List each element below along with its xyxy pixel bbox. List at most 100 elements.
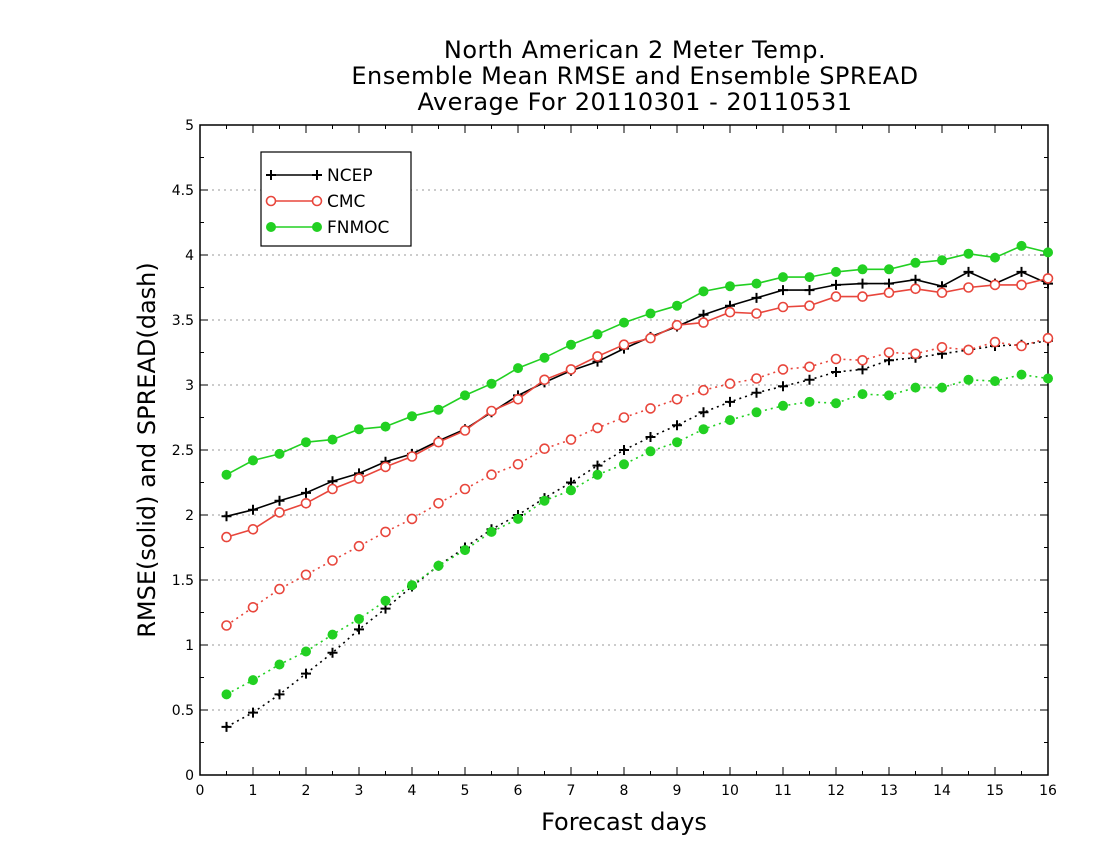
- ncep-rmse-point: [751, 292, 762, 303]
- x-tick-label: 16: [1039, 783, 1057, 799]
- x-tick-label: 4: [408, 783, 417, 799]
- ncep-rmse-point: [804, 285, 815, 296]
- ncep-spread-point: [857, 364, 868, 375]
- fnmoc-spread-point: [354, 614, 364, 624]
- cmc-spread-point: [406, 513, 418, 525]
- x-tick-label: 11: [774, 783, 792, 799]
- fnmoc-rmse-point: [937, 255, 947, 266]
- legend-marker-cmc: [311, 195, 323, 207]
- x-tick-label: 5: [461, 783, 470, 799]
- fnmoc-rmse-point: [963, 248, 974, 259]
- cmc-spread-point: [645, 403, 656, 414]
- cmc-spread-point: [247, 601, 259, 613]
- legend-marker-fnmoc: [266, 222, 276, 232]
- chart-title-line-2: Ensemble Mean RMSE and Ensemble SPREAD: [351, 62, 919, 90]
- fnmoc-spread-point: [327, 629, 338, 640]
- fnmoc-spread-point: [645, 446, 656, 457]
- fnmoc-rmse-point: [1043, 247, 1053, 258]
- fnmoc-spread-point: [831, 398, 841, 409]
- cmc-rmse-point: [724, 306, 736, 318]
- fnmoc-rmse-point: [831, 266, 841, 277]
- chart-title-line-3: Average For 20110301 - 20110531: [417, 88, 853, 116]
- ncep-rmse-point: [248, 504, 258, 515]
- fnmoc-spread-point: [301, 646, 311, 657]
- legend-label-ncep: NCEP: [327, 166, 373, 186]
- x-tick-label: 10: [721, 783, 739, 799]
- fnmoc-spread-point: [725, 415, 735, 426]
- fnmoc-spread-point: [698, 424, 709, 435]
- ncep-rmse-point: [1016, 266, 1027, 277]
- cmc-rmse-point: [327, 483, 338, 495]
- ncep-rmse-line: [226, 271, 1049, 518]
- cmc-spread-point: [671, 393, 683, 405]
- fnmoc-rmse-line: [226, 245, 1049, 476]
- cmc-rmse-point: [698, 317, 709, 328]
- fnmoc-rmse-point: [698, 286, 709, 297]
- legend-marker-cmc: [265, 195, 277, 207]
- cmc-spread-point: [459, 483, 471, 495]
- cmc-rmse-point: [645, 332, 656, 344]
- cmc-rmse-point: [963, 282, 974, 293]
- ncep-rmse-point: [884, 278, 894, 289]
- fnmoc-rmse-point: [380, 421, 391, 432]
- cmc-rmse-point: [857, 291, 868, 302]
- y-tick-label: 4.5: [172, 183, 194, 199]
- ncep-rmse-point: [857, 278, 868, 289]
- cmc-spread-series: [221, 332, 1054, 631]
- fnmoc-rmse-point: [327, 434, 338, 445]
- y-tick-label: 0: [185, 768, 194, 784]
- x-tick-label: 6: [514, 783, 523, 799]
- ncep-spread-point: [248, 707, 258, 718]
- ncep-spread-point: [751, 387, 762, 398]
- cmc-spread-point: [618, 412, 630, 423]
- fnmoc-rmse-point: [354, 424, 364, 435]
- cmc-spread-point: [910, 348, 921, 360]
- fnmoc-spread-point: [1043, 373, 1053, 384]
- x-tick-label: 12: [827, 783, 845, 799]
- fnmoc-spread-point: [539, 495, 550, 506]
- fnmoc-spread-point: [884, 390, 894, 401]
- ncep-spread-point: [672, 420, 682, 431]
- y-tick-label: 1: [185, 638, 194, 654]
- cmc-spread-point: [221, 620, 232, 631]
- y-tick-label: 0.5: [172, 703, 194, 719]
- ncep-spread-point: [831, 367, 841, 377]
- fnmoc-rmse-series: [221, 240, 1053, 480]
- x-tick-label: 3: [355, 783, 364, 799]
- fnmoc-rmse-point: [990, 252, 1000, 263]
- fnmoc-spread-point: [433, 560, 444, 571]
- cmc-rmse-point: [406, 451, 418, 462]
- cmc-spread-point: [274, 583, 285, 595]
- fnmoc-spread-point: [751, 407, 762, 418]
- fnmoc-rmse-point: [433, 404, 444, 415]
- y-tick-label: 5: [185, 118, 194, 134]
- fnmoc-spread-point: [672, 437, 682, 448]
- x-tick-label: 7: [567, 783, 576, 799]
- fnmoc-spread-point: [274, 659, 285, 670]
- cmc-spread-point: [486, 469, 497, 481]
- x-axis-label: Forecast days: [541, 808, 707, 836]
- legend-marker-fnmoc: [312, 222, 322, 232]
- fnmoc-spread-point: [221, 689, 232, 700]
- x-tick-label: 14: [933, 783, 951, 799]
- ncep-spread-point: [592, 460, 603, 471]
- cmc-spread-point: [936, 341, 948, 353]
- legend-label-fnmoc: FNMOC: [327, 218, 389, 238]
- fnmoc-spread-point: [778, 400, 788, 411]
- legend-box: [260, 151, 412, 247]
- fnmoc-rmse-point: [539, 352, 550, 363]
- cmc-rmse-point: [883, 287, 895, 299]
- fnmoc-rmse-point: [645, 308, 656, 319]
- cmc-spread-point: [963, 344, 974, 356]
- fnmoc-rmse-point: [460, 390, 470, 401]
- cmc-spread-point: [512, 458, 524, 470]
- cmc-rmse-point: [618, 339, 630, 351]
- x-tick-label: 9: [673, 783, 682, 799]
- ncep-spread-point: [274, 689, 285, 700]
- ncep-rmse-point: [274, 495, 285, 506]
- cmc-rmse-point: [433, 436, 444, 448]
- ncep-spread-line: [226, 340, 1049, 728]
- fnmoc-spread-point: [619, 459, 629, 470]
- cmc-rmse-point: [380, 461, 391, 473]
- cmc-rmse-point: [221, 531, 232, 543]
